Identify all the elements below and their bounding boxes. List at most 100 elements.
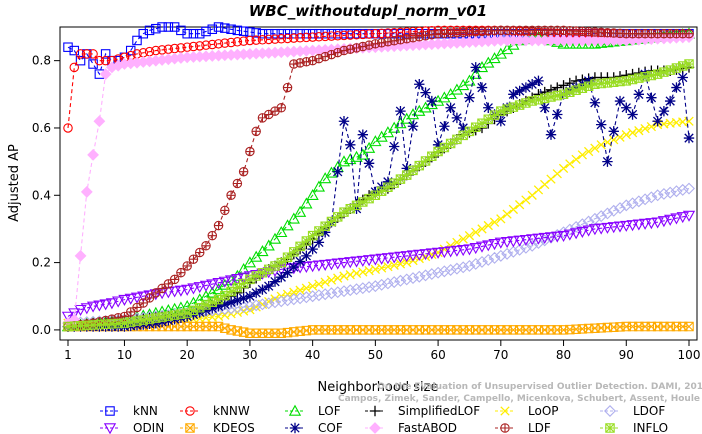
data-point-ldf xyxy=(389,36,399,46)
data-point-inflo xyxy=(276,257,287,268)
data-point-knnw xyxy=(213,39,224,49)
data-point-ldf xyxy=(383,37,393,47)
data-point-inflo xyxy=(351,200,362,211)
legend-item-simplifiedlof: SimplifiedLOF xyxy=(365,404,480,418)
data-point-knn xyxy=(100,49,111,59)
data-point-knnw xyxy=(376,28,387,39)
data-point-odin xyxy=(356,255,369,267)
data-point-odin xyxy=(281,263,294,275)
data-point-odin xyxy=(400,251,413,263)
data-point-odin xyxy=(394,251,407,263)
data-point-ldof xyxy=(582,215,595,228)
data-point-odin xyxy=(582,225,595,237)
axes: 1 10 20 30 40 50 60 70 80 90 100 0.0 0.2 0.4 0.6 0.8 xyxy=(32,54,701,362)
data-point-fastabod xyxy=(80,186,93,198)
data-point-odin xyxy=(331,258,344,270)
data-point-knnw xyxy=(332,31,343,41)
data-point-inflo xyxy=(194,302,205,313)
data-point-inflo xyxy=(521,98,531,108)
data-point-knn xyxy=(176,25,186,36)
data-point-odin xyxy=(362,255,376,267)
data-point-inflo xyxy=(163,311,174,321)
data-point-odin xyxy=(457,245,470,257)
data-point-ldof xyxy=(450,262,463,275)
legend-label: LOF xyxy=(318,404,341,418)
data-point-odin xyxy=(613,221,627,233)
data-point-loop xyxy=(295,285,305,295)
data-point-ldof xyxy=(369,280,382,293)
data-point-ldof xyxy=(269,296,281,309)
data-point-knnw xyxy=(326,31,337,41)
data-point-knn xyxy=(151,23,161,34)
data-point-ldof xyxy=(300,291,313,304)
data-point-inflo xyxy=(483,114,494,124)
data-point-lof xyxy=(300,197,313,209)
data-point-inflo xyxy=(320,221,330,231)
legend-item-loop: LoOP xyxy=(495,404,559,418)
data-point-inflo xyxy=(157,312,167,322)
data-point-inflo xyxy=(383,182,393,192)
data-point-ldof xyxy=(413,270,426,283)
data-point-inflo xyxy=(489,110,500,120)
data-point-inflo xyxy=(125,317,136,327)
data-point-knnw xyxy=(232,37,243,47)
data-point-loop xyxy=(596,140,606,150)
data-point-knn xyxy=(238,26,249,36)
data-point-cof xyxy=(345,139,356,150)
data-point-cof xyxy=(219,299,231,310)
data-point-fastabod xyxy=(87,148,99,161)
data-point-loop xyxy=(558,163,569,174)
data-point-cof xyxy=(426,95,438,107)
data-point-inflo xyxy=(627,74,638,85)
x-tick-label: 70 xyxy=(493,348,508,362)
data-point-ldof xyxy=(563,223,576,236)
data-point-inflo xyxy=(289,247,299,257)
data-point-knn xyxy=(226,24,236,34)
data-point-odin xyxy=(99,299,112,311)
data-point-ldof xyxy=(501,247,514,260)
data-point-inflo xyxy=(414,160,425,171)
data-point-inflo xyxy=(188,305,199,316)
data-point-inflo xyxy=(558,89,569,100)
legend-label: COF xyxy=(318,421,343,434)
data-point-ldof xyxy=(388,276,401,289)
data-point-knnw xyxy=(188,41,199,52)
data-point-cof xyxy=(401,163,412,174)
data-point-inflo xyxy=(514,100,525,110)
data-point-loop xyxy=(320,277,330,287)
data-point-cof xyxy=(301,250,312,262)
data-point-ldof xyxy=(319,288,332,301)
data-point-knn xyxy=(63,42,73,52)
data-point-knnw xyxy=(289,33,299,43)
data-point-ldof xyxy=(664,186,677,199)
data-point-odin xyxy=(381,253,395,265)
legend-item-ldf: LDF xyxy=(495,421,551,434)
data-point-odin xyxy=(187,283,200,295)
data-point-cof xyxy=(677,72,688,83)
data-point-inflo xyxy=(659,67,669,77)
data-point-knn xyxy=(157,22,167,32)
data-point-odin xyxy=(218,276,231,288)
data-point-inflo xyxy=(132,316,142,326)
data-point-odin xyxy=(425,248,438,260)
data-point-odin xyxy=(212,278,225,290)
data-point-lof xyxy=(206,286,219,298)
data-point-knn xyxy=(144,25,155,36)
data-point-cof xyxy=(483,102,494,113)
data-point-ldof xyxy=(363,281,376,294)
data-point-inflo xyxy=(176,309,186,319)
data-point-ldf xyxy=(414,32,425,42)
data-point-loop xyxy=(464,231,475,241)
data-point-cof xyxy=(470,62,481,73)
data-point-cof xyxy=(664,95,676,107)
data-point-loop xyxy=(458,234,468,244)
data-point-ldof xyxy=(670,185,683,198)
data-point-knnw xyxy=(257,35,268,45)
data-point-odin xyxy=(638,218,652,230)
data-point-odin xyxy=(569,228,583,240)
data-point-knnw xyxy=(358,29,368,40)
y-tick-label: 0.4 xyxy=(32,188,51,202)
data-point-cof xyxy=(683,132,695,144)
series-ldf xyxy=(63,25,694,332)
data-point-ldf xyxy=(226,190,236,201)
